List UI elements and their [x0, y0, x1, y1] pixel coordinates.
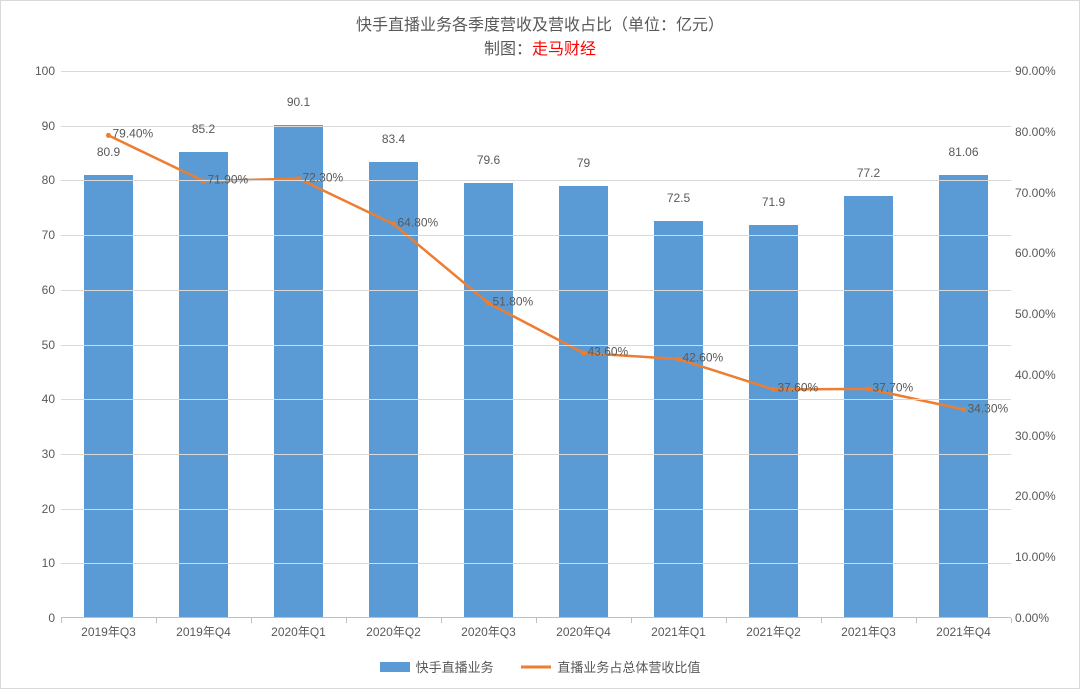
line-marker [106, 133, 111, 138]
bar-value-label: 80.9 [97, 145, 120, 159]
line-marker [771, 387, 776, 392]
x-category-label: 2021年Q3 [841, 623, 896, 640]
chart-title-block: 快手直播业务各季度营收及营收占比（单位：亿元） 制图：走马财经 [1, 1, 1079, 59]
line-value-label: 37.70% [873, 380, 914, 394]
x-category-label: 2020年Q2 [366, 623, 421, 640]
line-value-label: 79.40% [113, 127, 154, 141]
line-marker [581, 351, 586, 356]
y-right-tick-label: 10.00% [1015, 550, 1065, 564]
x-tick [1011, 618, 1012, 623]
legend-item-line: 直播业务占总体营收比值 [521, 657, 700, 676]
gridline [61, 180, 1011, 181]
y-left-tick-label: 0 [21, 611, 55, 625]
line-marker [391, 222, 396, 227]
y-right-tick-label: 20.00% [1015, 489, 1065, 503]
line-value-label: 64.80% [398, 216, 439, 230]
subtitle-prefix: 制图： [484, 41, 532, 58]
y-left-tick-label: 10 [21, 556, 55, 570]
line-marker [486, 301, 491, 306]
line-marker [866, 386, 871, 391]
x-tick [631, 618, 632, 623]
line-value-label: 42.60% [683, 351, 724, 365]
gridline [61, 345, 1011, 346]
legend-label-line: 直播业务占总体营收比值 [557, 657, 700, 676]
line-value-label: 37.60% [778, 381, 819, 395]
legend-swatch-line [521, 662, 551, 672]
x-category-label: 2021年Q1 [651, 623, 706, 640]
y-right-tick-label: 50.00% [1015, 307, 1065, 321]
subtitle-source: 走马财经 [532, 41, 596, 58]
y-left-tick-label: 90 [21, 119, 55, 133]
y-right-tick-label: 80.00% [1015, 125, 1065, 139]
gridline [61, 454, 1011, 455]
line-value-label: 34.30% [968, 401, 1009, 415]
gridline [61, 290, 1011, 291]
line-marker [676, 357, 681, 362]
x-tick [156, 618, 157, 623]
x-tick [916, 618, 917, 623]
bar-value-label: 90.1 [287, 95, 310, 109]
bar-value-label: 79 [577, 156, 590, 170]
x-tick [346, 618, 347, 623]
legend-label-bar: 快手直播业务 [416, 657, 494, 676]
line-value-label: 72.30% [303, 170, 344, 184]
x-tick [251, 618, 252, 623]
gridline [61, 71, 1011, 72]
y-left-tick-label: 40 [21, 392, 55, 406]
gridline [61, 563, 1011, 564]
y-left-tick-label: 20 [21, 502, 55, 516]
x-tick [61, 618, 62, 623]
line-marker [961, 407, 966, 412]
x-category-label: 2020年Q3 [461, 623, 516, 640]
bar-value-label: 72.5 [667, 191, 690, 205]
bar-value-label: 71.9 [762, 195, 785, 209]
y-right-tick-label: 30.00% [1015, 429, 1065, 443]
y-right-tick-label: 60.00% [1015, 246, 1065, 260]
bar-value-label: 83.4 [382, 132, 405, 146]
chart-title: 快手直播业务各季度营收及营收占比（单位：亿元） [1, 11, 1079, 35]
legend: 快手直播业务 直播业务占总体营收比值 [1, 657, 1079, 676]
x-tick [441, 618, 442, 623]
y-right-tick-label: 40.00% [1015, 368, 1065, 382]
x-category-label: 2020年Q1 [271, 623, 326, 640]
plot-area: 01020304050607080901000.00%10.00%20.00%3… [61, 71, 1011, 618]
x-tick [726, 618, 727, 623]
x-category-label: 2020年Q4 [556, 623, 611, 640]
gridline [61, 235, 1011, 236]
y-right-tick-label: 70.00% [1015, 186, 1065, 200]
gridline [61, 509, 1011, 510]
y-left-tick-label: 100 [21, 64, 55, 78]
x-category-label: 2021年Q4 [936, 623, 991, 640]
bar-value-label: 85.2 [192, 122, 215, 136]
bar-value-label: 79.6 [477, 153, 500, 167]
x-category-label: 2019年Q4 [176, 623, 231, 640]
line-value-label: 71.90% [208, 173, 249, 187]
gridline [61, 399, 1011, 400]
x-tick [536, 618, 537, 623]
y-left-tick-label: 80 [21, 173, 55, 187]
chart-container: 快手直播业务各季度营收及营收占比（单位：亿元） 制图：走马财经 01020304… [0, 0, 1080, 689]
x-tick [821, 618, 822, 623]
bar-value-label: 77.2 [857, 166, 880, 180]
chart-subtitle: 制图：走马财经 [1, 35, 1079, 59]
bar-value-label: 81.06 [948, 145, 978, 159]
legend-item-bar: 快手直播业务 [380, 657, 494, 676]
y-right-tick-label: 90.00% [1015, 64, 1065, 78]
y-left-tick-label: 60 [21, 283, 55, 297]
line-value-label: 51.80% [493, 295, 534, 309]
y-left-tick-label: 70 [21, 228, 55, 242]
legend-swatch-bar [380, 662, 410, 672]
x-category-label: 2019年Q3 [81, 623, 136, 640]
line-value-label: 43.60% [588, 345, 629, 359]
y-left-tick-label: 50 [21, 338, 55, 352]
x-category-label: 2021年Q2 [746, 623, 801, 640]
y-right-tick-label: 0.00% [1015, 611, 1065, 625]
y-left-tick-label: 30 [21, 447, 55, 461]
